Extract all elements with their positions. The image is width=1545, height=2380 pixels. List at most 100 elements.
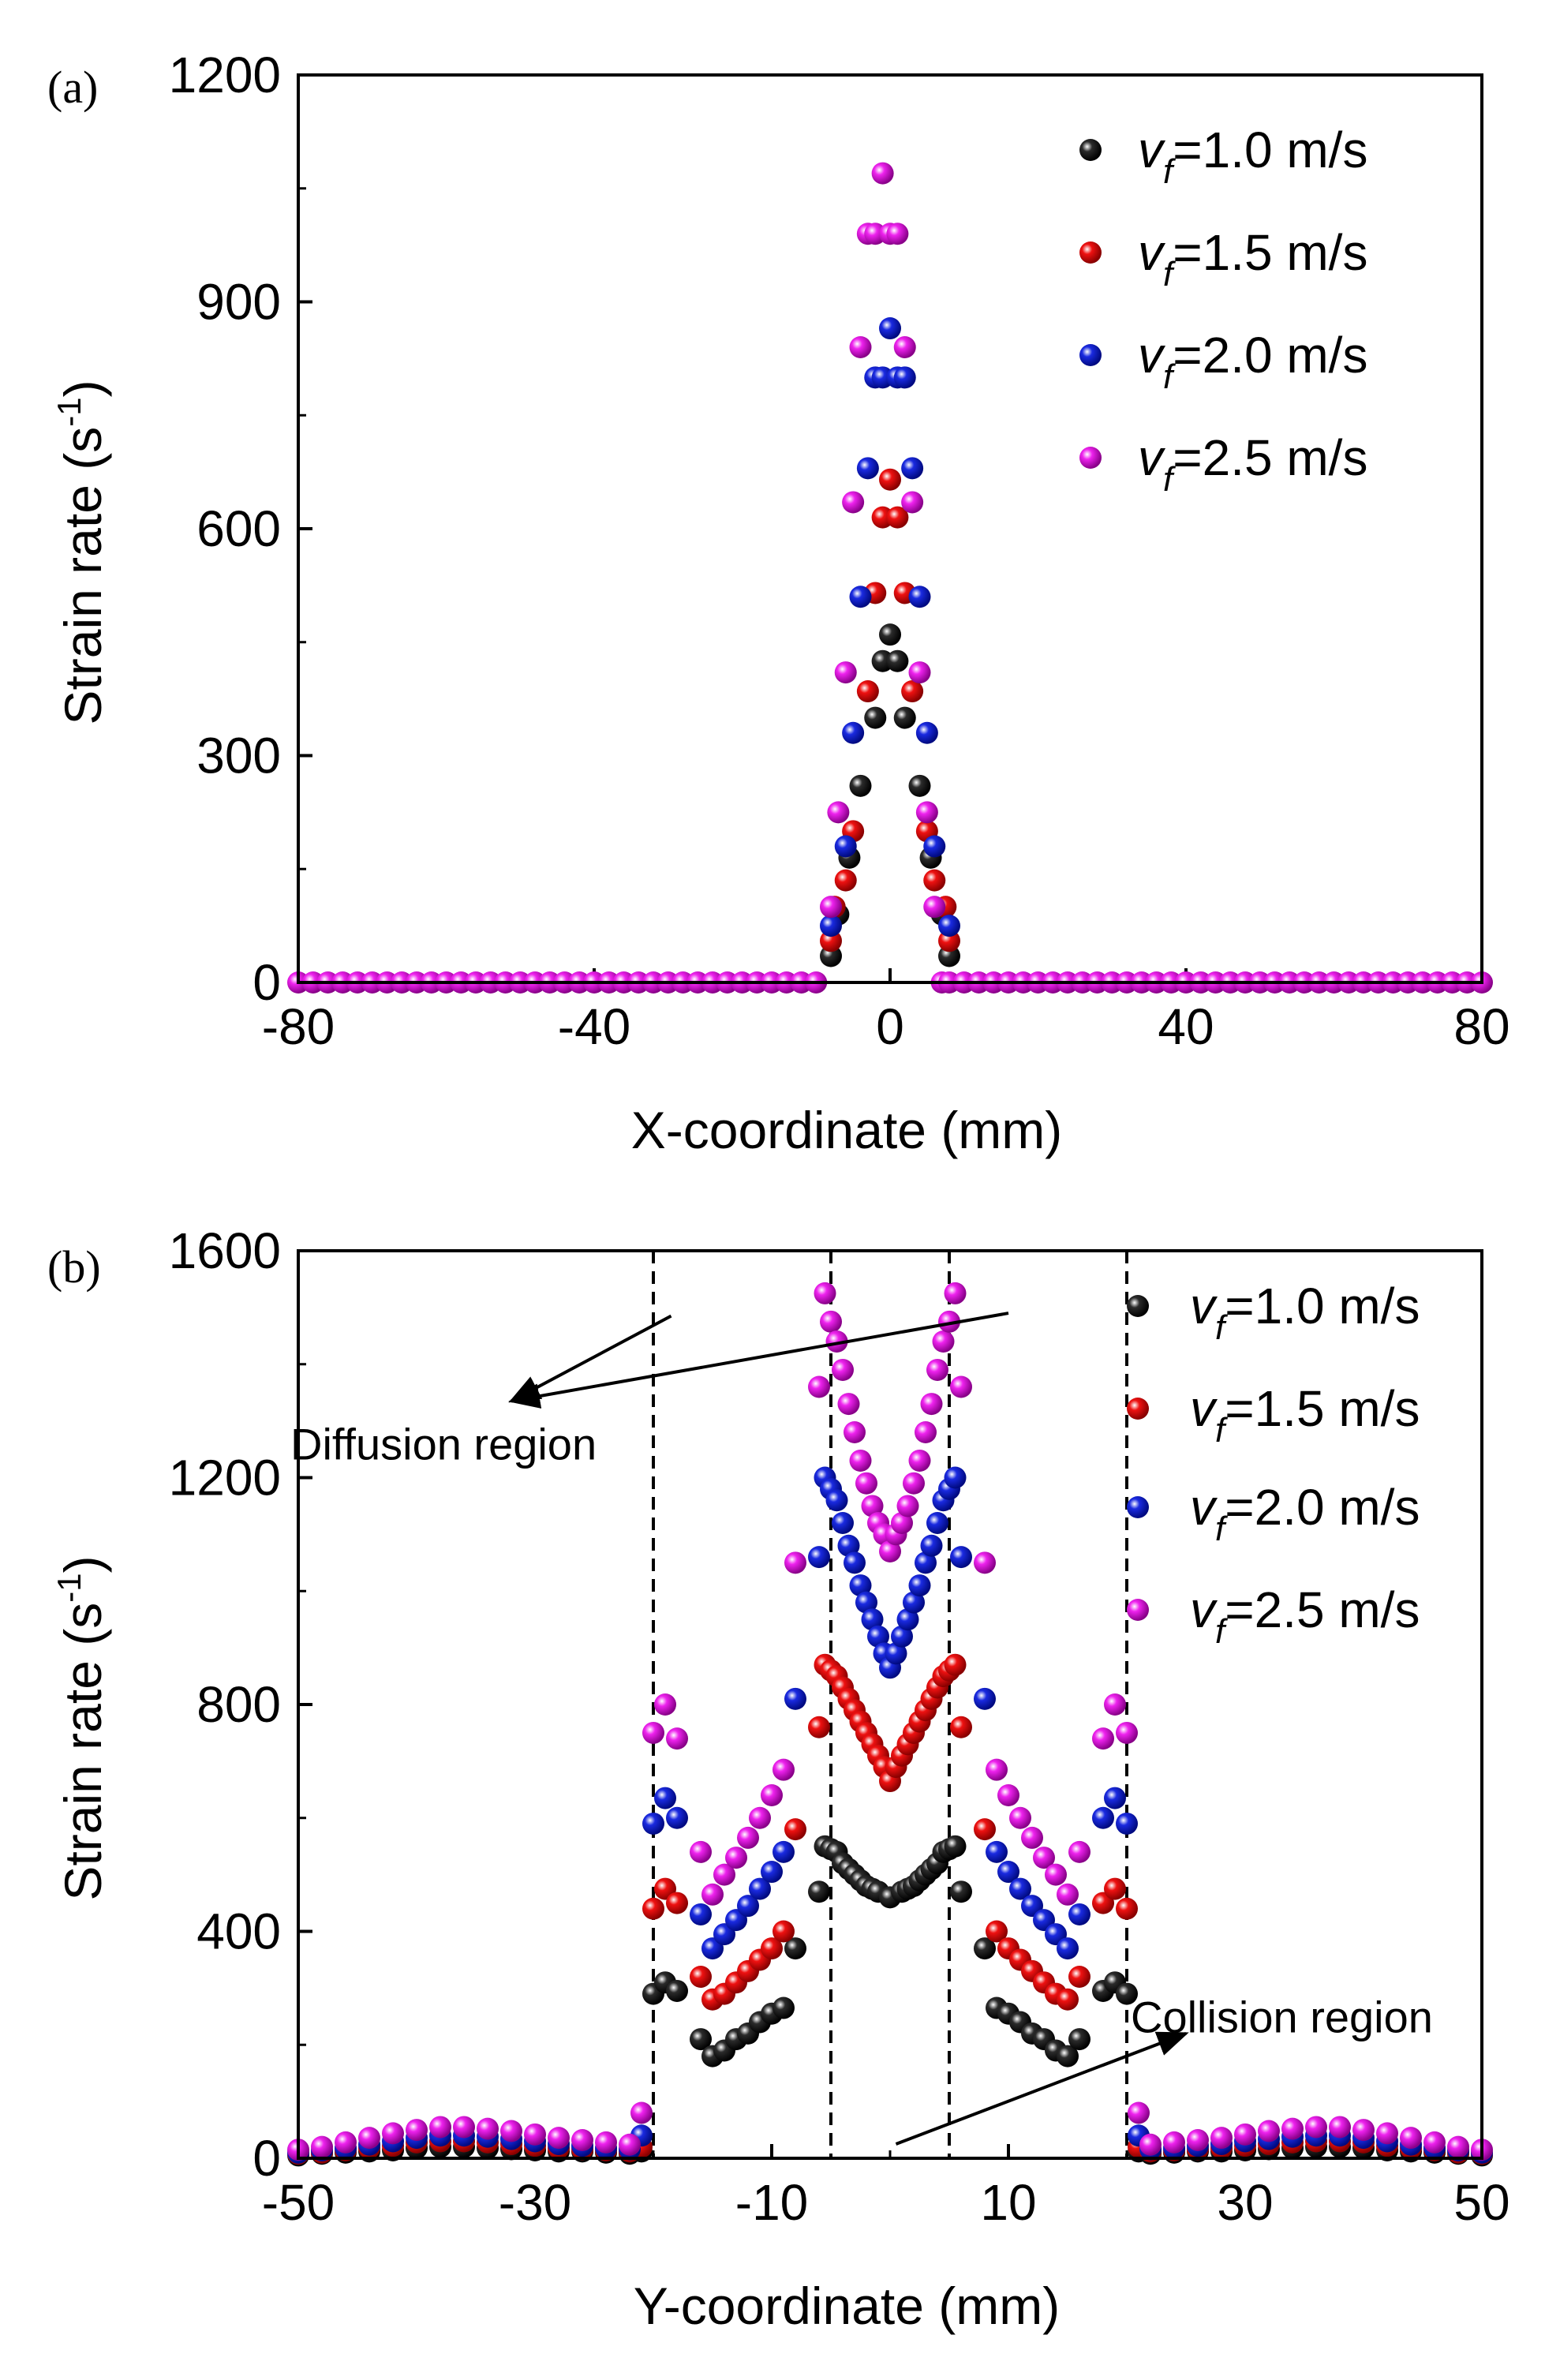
x-tick-label: 80 <box>1453 998 1509 1055</box>
annotation-label: Collision region <box>1131 1992 1433 2041</box>
data-point <box>901 457 924 480</box>
data-point <box>666 1806 688 1829</box>
x-tick-label: -30 <box>499 2174 572 2231</box>
data-point <box>920 1534 943 1557</box>
data-point <box>1057 1988 1079 2011</box>
data-point <box>1057 2045 1079 2068</box>
data-point <box>820 915 842 937</box>
y-tick-label: 1200 <box>169 47 281 103</box>
panel-b-axes: -50 -30 -10 10 30 50 0 400 800 1200 1600 <box>169 1222 1510 2231</box>
plot-frame <box>297 73 1483 984</box>
panel-b-legend-marker-2 <box>1127 1496 1149 1518</box>
data-point <box>690 1966 712 1988</box>
data-point <box>761 1861 783 1884</box>
data-point <box>837 1393 860 1416</box>
data-point <box>844 1421 866 1443</box>
panel-a-legend-marker-1 <box>1079 241 1102 264</box>
data-point <box>915 801 938 824</box>
data-point <box>772 1840 795 1863</box>
data-point <box>820 896 842 919</box>
data-point <box>879 468 901 491</box>
x-tick-label: -10 <box>735 2174 809 2231</box>
data-point <box>950 1375 972 1398</box>
x-tick-label: 40 <box>1158 998 1214 1055</box>
data-point <box>784 1937 806 1960</box>
data-point <box>1329 2116 1351 2139</box>
data-point <box>1033 1847 1055 1869</box>
panel-a-axes: -80 -40 0 40 80 0 300 600 900 1200 <box>169 47 1510 1055</box>
data-point <box>1234 2123 1256 2146</box>
data-point <box>997 1861 1019 1884</box>
data-point <box>1057 1937 1079 1960</box>
data-point <box>893 366 916 389</box>
panel-a-legend-marker-3 <box>1079 447 1102 469</box>
legend-var: v <box>1138 224 1166 281</box>
data-point <box>808 1375 830 1398</box>
data-point <box>820 945 842 967</box>
data-point <box>1305 2116 1327 2139</box>
plot-frame <box>297 1249 1483 2160</box>
data-point <box>926 1358 948 1381</box>
panel-b-y-axis-title-main: Strain rate (s <box>54 1603 112 1901</box>
data-point <box>908 661 931 684</box>
data-point <box>827 801 850 824</box>
panel-a-y-axis-title-sup: -1 <box>51 397 88 426</box>
data-point <box>915 1551 937 1574</box>
y-tick-label: 800 <box>196 1676 281 1733</box>
data-point <box>784 1818 806 1841</box>
panel-b-region-lines <box>652 1251 1128 2158</box>
data-point <box>849 336 872 358</box>
legend-rest: =1.0 m/s <box>1173 122 1367 178</box>
data-point <box>1352 2119 1375 2142</box>
data-point <box>893 336 916 358</box>
x-tick-label: 50 <box>1453 2174 1509 2231</box>
panel-b-y-axis-title-close: ) <box>54 1555 112 1573</box>
panel-b-legend-item-3: vf=2.5 m/s <box>1127 1581 1420 1651</box>
data-point <box>825 1489 848 1512</box>
data-point <box>926 1512 948 1534</box>
y-tick-label: 600 <box>196 500 281 557</box>
panel-b-legend-label-2: vf=2.0 m/s <box>1190 1479 1420 1548</box>
panel-b-legend-label-3: vf=2.5 m/s <box>1190 1581 1420 1651</box>
data-point <box>1281 2117 1304 2140</box>
y-tick-label: 1600 <box>169 1222 281 1279</box>
panel-b-legend-marker-0 <box>1127 1295 1149 1317</box>
panel-a-y-axis-title-main: Strain rate (s <box>54 427 112 725</box>
data-point <box>834 835 857 858</box>
data-point <box>772 1996 795 2019</box>
data-point <box>886 649 909 672</box>
legend-var: v <box>1190 1278 1218 1334</box>
data-point <box>871 162 894 185</box>
data-point <box>477 2117 499 2140</box>
panel-a-x-axis-title: X-coordinate (mm) <box>631 1101 1062 1159</box>
panel-a-legend: vf=1.0 m/s vf=1.5 m/s vf=2.0 m/s vf=2.5 … <box>1079 122 1367 499</box>
data-point <box>524 2123 546 2146</box>
data-point <box>908 1449 931 1472</box>
data-point <box>1021 1826 1043 1849</box>
panel-a: (a) -80 -40 0 40 80 0 300 600 900 1200 X-coordina… <box>47 47 1510 1159</box>
data-point <box>842 491 865 514</box>
data-point <box>1447 2135 1469 2158</box>
data-point <box>335 2131 357 2154</box>
data-point <box>932 1330 955 1353</box>
data-point <box>849 1574 872 1597</box>
data-point <box>1068 1903 1090 1925</box>
data-point <box>844 1551 866 1574</box>
data-point <box>1104 1877 1126 1900</box>
data-point <box>938 1310 960 1333</box>
legend-var: v <box>1138 327 1166 384</box>
data-point <box>642 1721 664 1744</box>
data-point <box>920 1393 943 1416</box>
data-point <box>944 1653 967 1676</box>
data-point <box>855 1472 877 1495</box>
data-point <box>893 706 916 729</box>
data-point <box>974 1937 996 1960</box>
data-point <box>834 661 857 684</box>
data-point <box>808 1546 830 1569</box>
panel-a-frame <box>297 73 1483 984</box>
data-point <box>950 1546 972 1569</box>
legend-rest: =2.0 m/s <box>1173 327 1367 384</box>
data-point <box>842 721 865 744</box>
legend-var: v <box>1138 122 1166 178</box>
data-point <box>908 1574 931 1597</box>
